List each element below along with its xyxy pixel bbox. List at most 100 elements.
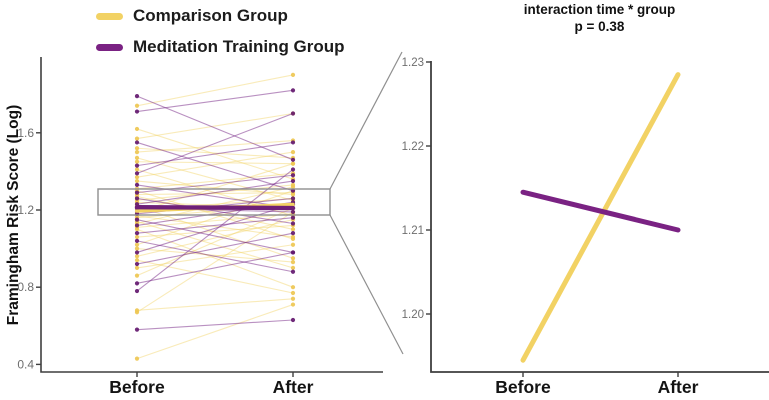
p-value: p = 0.38 [574, 19, 625, 34]
comparison-subject-line [136, 163, 294, 213]
left-axes [40, 57, 383, 373]
meditation-point [290, 173, 296, 178]
comparison-point [290, 234, 296, 240]
right-x-tick-label: Before [495, 377, 551, 397]
meditation-point [134, 261, 140, 267]
meditation-subject-line [136, 203, 294, 253]
meditation-zoom-line [520, 189, 681, 233]
comparison-zoom-line [520, 72, 681, 363]
meditation-point [290, 221, 296, 226]
zoom-connector-top [329, 51, 403, 190]
meditation-point [134, 182, 140, 188]
comparison-point [134, 136, 140, 141]
comparison-subject-line [136, 157, 294, 201]
meditation-point [134, 171, 140, 176]
comparison-point [134, 254, 140, 259]
meditation-subject-line [136, 219, 294, 253]
meditation-point [290, 196, 296, 201]
comparison-subject-line [136, 298, 294, 311]
meditation-point [290, 88, 296, 93]
meditation-point [134, 140, 140, 145]
right-y-tick-label: 1.20 [402, 309, 424, 321]
comparison-point [134, 103, 140, 108]
comparison-point [290, 296, 296, 301]
zoom-box [97, 188, 331, 216]
meditation-subject-line [136, 319, 294, 331]
comparison-point [290, 260, 296, 265]
comparison-point [290, 302, 296, 307]
zoom-connector-bottom [329, 214, 404, 355]
meditation-subject-line [136, 174, 294, 194]
comparison-point [290, 227, 296, 232]
meditation-point [134, 196, 140, 201]
comparison-point [134, 265, 140, 270]
meditation-point [290, 215, 296, 220]
comparison-subject-line [136, 304, 294, 360]
meditation-point [134, 217, 140, 222]
comparison-subject-line [136, 192, 294, 196]
y-axis-title: Framingham Risk Score (Log) [5, 104, 22, 326]
meditation-point [290, 250, 296, 255]
meditation-subject-line [136, 89, 294, 113]
meditation-point [134, 94, 140, 99]
meditation-point [290, 231, 296, 236]
comparison-point [290, 242, 296, 247]
comparison-point [290, 290, 296, 296]
comparison-point [290, 72, 296, 77]
comparison-point [134, 155, 140, 160]
comparison-point [290, 265, 296, 270]
meditation-point [134, 231, 140, 236]
comparison-subject-line [136, 215, 294, 238]
meditation-point [134, 250, 140, 255]
comparison-subject-line [136, 248, 294, 263]
legend-label: Comparison Group [133, 6, 288, 25]
comparison-point [134, 273, 140, 278]
meditation-point [134, 163, 140, 168]
interaction-title: interaction time * group [523, 2, 676, 17]
legend-item-comparison: Comparison Group [96, 6, 345, 26]
meditation-swatch-icon [96, 43, 123, 51]
comparison-subject-line [136, 195, 294, 230]
comparison-subject-line [136, 211, 294, 313]
left-x-tick-label: Before [109, 377, 165, 397]
meditation-point [134, 238, 140, 243]
meditation-subject-line [136, 180, 294, 205]
right-axes [430, 61, 769, 373]
meditation-subject-line [136, 251, 294, 284]
comparison-subject-line [136, 172, 294, 190]
meditation-point [290, 178, 296, 184]
legend-label: Meditation Training Group [133, 36, 345, 56]
meditation-subject-line [136, 197, 294, 225]
comparison-point [134, 178, 140, 184]
meditation-subject-line [136, 232, 294, 265]
meditation-subject-line [136, 141, 294, 192]
meditation-point [290, 167, 296, 172]
comparison-point [290, 150, 296, 155]
meditation-point [290, 317, 296, 323]
comparison-subject-line [136, 151, 294, 178]
right-y-tick-label: 1.22 [402, 141, 424, 153]
meditation-point [134, 109, 140, 114]
meditation-point [134, 281, 140, 286]
meditation-subject-line [136, 112, 294, 174]
comparison-swatch-icon [96, 12, 123, 20]
meditation-point [134, 190, 140, 195]
comparison-point [134, 159, 140, 164]
meditation-subject-line [136, 217, 294, 234]
comparison-point [134, 126, 140, 132]
comparison-point [134, 175, 140, 180]
comparison-point [134, 258, 140, 263]
meditation-point [134, 288, 140, 294]
meditation-point [290, 157, 296, 162]
meditation-subject-line [136, 169, 294, 292]
left-y-tick-label: 1.2 [17, 203, 34, 217]
legend: Comparison Group Meditation Training Gro… [96, 6, 345, 56]
left-x-tick-label: After [273, 377, 314, 397]
right-y-tick-label: 1.21 [402, 225, 424, 237]
comparison-subject-line [136, 112, 294, 140]
comparison-subject-line [136, 224, 294, 238]
comparison-point [134, 356, 140, 361]
meditation-subject-line [136, 95, 294, 161]
comparison-point [134, 310, 140, 315]
